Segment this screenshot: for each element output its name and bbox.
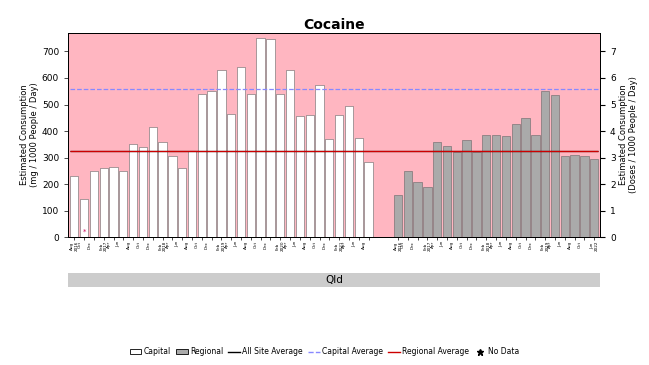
Bar (492, 135, 500, 237)
Bar (394, 195, 402, 237)
Bar (129, 144, 138, 237)
Bar (266, 39, 275, 237)
Bar (413, 181, 422, 237)
Bar (561, 156, 569, 237)
Bar (296, 116, 304, 237)
Bar (531, 135, 539, 237)
Bar (541, 91, 549, 237)
Bar (551, 95, 559, 237)
Bar (217, 70, 226, 237)
Bar (463, 141, 471, 237)
Bar (433, 142, 441, 237)
Bar (354, 138, 363, 237)
Bar (423, 187, 432, 237)
Bar (80, 199, 88, 237)
Bar (306, 115, 314, 237)
Bar (168, 156, 177, 237)
Bar (149, 127, 157, 237)
Bar (472, 152, 481, 237)
Bar (208, 91, 215, 237)
Bar (335, 115, 343, 237)
Text: *: * (82, 229, 86, 235)
Bar (325, 139, 334, 237)
Bar (286, 70, 294, 237)
Bar (90, 171, 98, 237)
Bar (502, 137, 510, 237)
Legend: Capital, Regional, All Site Average, Capital Average, Regional Average, No Data: Capital, Regional, All Site Average, Cap… (127, 344, 522, 360)
Bar (315, 85, 324, 237)
Bar (570, 155, 579, 237)
Bar (119, 171, 127, 237)
Title: Cocaine: Cocaine (304, 18, 365, 32)
Bar (511, 124, 520, 237)
Bar (237, 68, 245, 237)
Bar (227, 114, 236, 237)
Bar (139, 147, 147, 237)
Bar (178, 168, 186, 237)
Bar (443, 146, 451, 237)
Bar (404, 171, 412, 237)
Y-axis label: Estimated Consumption
(Doses / 1000 People / Day): Estimated Consumption (Doses / 1000 Peop… (618, 77, 638, 193)
Bar (247, 95, 255, 237)
Bar (482, 135, 491, 237)
Bar (256, 38, 265, 237)
Bar (158, 142, 167, 237)
Bar (276, 94, 284, 237)
Bar (521, 118, 530, 237)
Bar (99, 168, 108, 237)
Bar (345, 106, 353, 237)
Bar (580, 156, 589, 237)
Bar (198, 94, 206, 237)
Bar (70, 176, 79, 237)
Text: Qld: Qld (325, 274, 343, 285)
Y-axis label: Estimated Consumption
(mg / 1000 People / Day): Estimated Consumption (mg / 1000 People … (19, 83, 39, 187)
Bar (453, 152, 461, 237)
Bar (364, 162, 373, 237)
Bar (188, 151, 196, 237)
Bar (590, 159, 598, 237)
Bar (109, 167, 117, 237)
